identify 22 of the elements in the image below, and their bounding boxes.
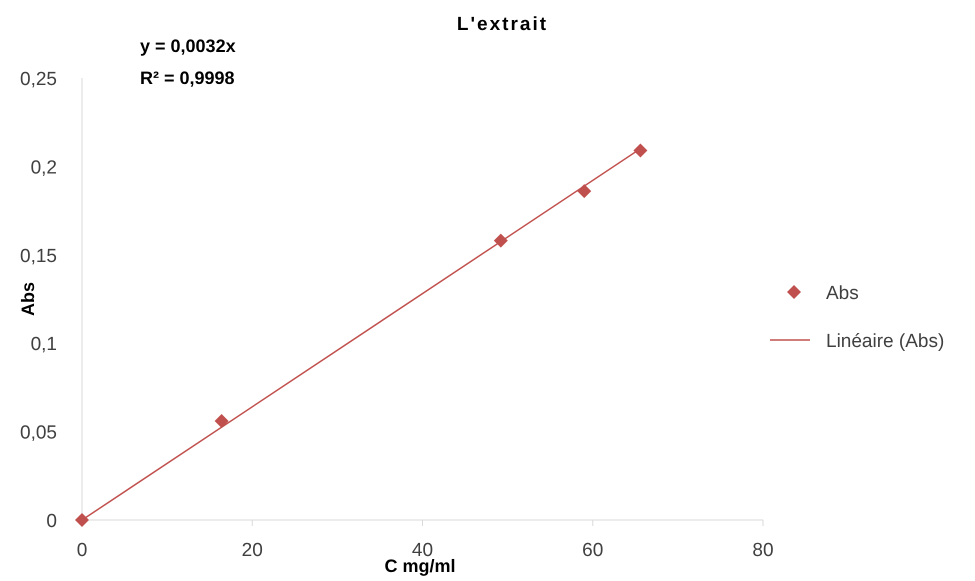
x-tick-label: 80 — [752, 540, 774, 561]
x-tick-label: 0 — [76, 540, 88, 561]
point — [214, 414, 229, 428]
point — [75, 513, 89, 527]
y-tick-label: 0,05 — [20, 422, 57, 444]
point — [494, 234, 508, 248]
legend-label: Linéaire (Abs) — [826, 331, 944, 352]
point — [633, 143, 648, 158]
y-tick-label: 0 — [46, 511, 57, 532]
x-tick-label: 20 — [242, 540, 263, 561]
x-axis-title: C mg/ml — [384, 556, 456, 576]
y-tick-label: 0,15 — [20, 246, 57, 267]
y-axis-title: Abs — [18, 282, 38, 316]
x-tick-label: 60 — [582, 540, 604, 561]
legend-label: Abs — [826, 283, 859, 304]
annotation: R² = 0,9998 — [140, 68, 235, 88]
y-tick-label: 0,1 — [30, 334, 57, 356]
chart-title: L'extrait — [456, 14, 548, 35]
text: y = 0,0032x — [140, 36, 236, 56]
point — [577, 184, 592, 198]
y-tick-label: 0,25 — [20, 69, 57, 90]
y-tick-label: 0,2 — [30, 157, 57, 178]
